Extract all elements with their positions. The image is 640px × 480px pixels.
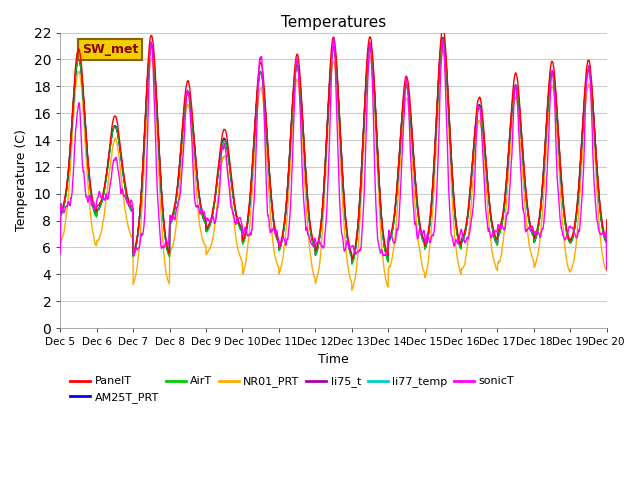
Text: SW_met: SW_met xyxy=(82,43,139,56)
X-axis label: Time: Time xyxy=(318,353,349,366)
Y-axis label: Temperature (C): Temperature (C) xyxy=(15,130,28,231)
Title: Temperatures: Temperatures xyxy=(281,15,386,30)
Legend: PanelT, AM25T_PRT, AirT, NR01_PRT, li75_t, li77_temp, sonicT: PanelT, AM25T_PRT, AirT, NR01_PRT, li75_… xyxy=(66,372,518,408)
